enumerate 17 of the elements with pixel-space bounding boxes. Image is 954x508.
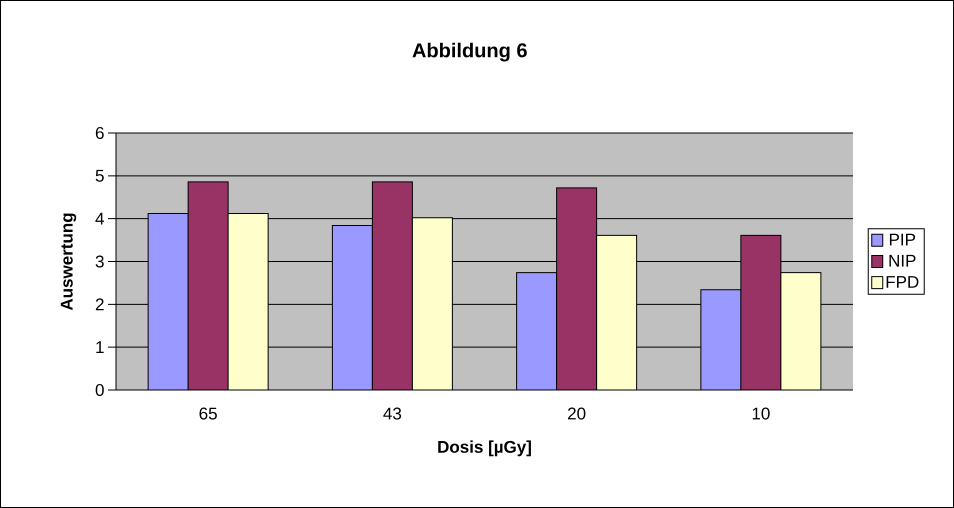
- y-tick-label: 1: [96, 341, 104, 354]
- x-axis-title: Dosis [µGy]: [438, 440, 531, 456]
- x-tick-label: 20: [568, 408, 586, 420]
- chart-title: Abbildung 6: [412, 42, 527, 62]
- y-tick-label: 6: [96, 126, 104, 140]
- x-tick-label: 65: [200, 408, 217, 420]
- legend-label: FPD: [886, 276, 918, 288]
- y-tick-label: 3: [96, 255, 104, 268]
- legend-label: PIP: [890, 234, 916, 246]
- legend-label: NIP: [889, 254, 916, 267]
- x-tick-label: 10: [752, 408, 770, 420]
- y-tick-label: 0: [96, 384, 104, 396]
- y-axis-title: Auswertung: [60, 214, 76, 310]
- y-tick-label: 5: [96, 170, 104, 182]
- y-tick-label: 4: [95, 212, 104, 225]
- x-tick-label: 43: [383, 408, 402, 420]
- y-tick-label: 2: [96, 298, 104, 310]
